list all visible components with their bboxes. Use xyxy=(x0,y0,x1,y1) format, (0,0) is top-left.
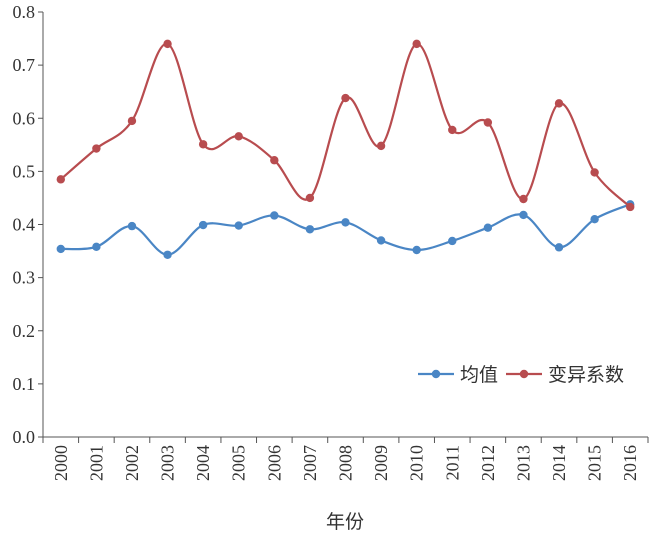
data-point xyxy=(56,175,65,184)
data-point xyxy=(519,210,528,220)
series-line xyxy=(60,203,631,256)
x-tick-label: 2000 xyxy=(51,445,71,481)
data-point xyxy=(163,39,172,49)
y-tick-label: 0.4 xyxy=(13,215,36,235)
data-point xyxy=(92,242,101,252)
data-point xyxy=(448,236,457,246)
x-tick-label: 2009 xyxy=(371,445,391,481)
legend-marker xyxy=(431,369,441,379)
data-point xyxy=(626,202,635,212)
x-tick-label: 2014 xyxy=(549,445,569,481)
x-tick-label: 2008 xyxy=(336,445,356,481)
data-point xyxy=(163,250,172,259)
data-point xyxy=(341,93,350,103)
y-tick-label: 0.1 xyxy=(13,374,36,394)
y-tick-label: 0.3 xyxy=(13,268,36,288)
data-point xyxy=(270,156,279,165)
data-point xyxy=(198,220,208,230)
data-point xyxy=(92,144,101,153)
data-point xyxy=(198,140,208,149)
x-tick-label: 2005 xyxy=(229,445,249,481)
y-tick-label: 0.6 xyxy=(13,108,36,128)
data-point xyxy=(590,214,599,224)
x-tick-label: 2004 xyxy=(193,445,213,481)
data-point xyxy=(341,218,350,227)
y-tick-label: 0.0 xyxy=(13,427,36,447)
y-axis: 0.0 0.1 0.2 0.3 0.4 0.5 0.6 0.7 0.8 xyxy=(13,2,44,447)
y-tick-label: 0.2 xyxy=(13,321,36,341)
x-tick-label: 2011 xyxy=(442,445,462,480)
data-point xyxy=(305,193,315,203)
series-1 xyxy=(56,200,635,259)
x-tick-label: 2007 xyxy=(300,445,320,481)
x-axis: 2000 2001 2002 2003 2004 2005 2006 2007 2008 2009… xyxy=(42,436,649,481)
data-point xyxy=(448,125,457,135)
legend-item-2: 变异系数 xyxy=(506,364,624,386)
data-point xyxy=(554,243,564,252)
x-tick-label: 2003 xyxy=(158,445,178,481)
legend-label: 变异系数 xyxy=(548,364,624,386)
x-tick-label: 2006 xyxy=(264,445,284,481)
x-tick-label: 2001 xyxy=(86,445,106,481)
data-point xyxy=(376,236,386,245)
x-tick-label: 2015 xyxy=(585,445,605,481)
data-point xyxy=(412,245,421,255)
legend-marker xyxy=(519,369,529,379)
y-tick-label: 0.7 xyxy=(13,55,36,75)
data-point xyxy=(376,141,386,151)
data-point xyxy=(270,211,279,220)
series-2 xyxy=(56,39,635,212)
data-point xyxy=(412,39,421,49)
data-point xyxy=(519,194,528,204)
data-point xyxy=(234,132,243,141)
series-line xyxy=(60,42,631,208)
x-axis-title: 年份 xyxy=(326,511,364,533)
x-tick-label: 2002 xyxy=(122,445,142,481)
data-point xyxy=(305,225,315,234)
x-tick-label: 2010 xyxy=(407,445,427,481)
data-point xyxy=(127,116,137,126)
series-layer xyxy=(56,39,635,259)
data-point xyxy=(483,118,493,127)
data-point xyxy=(56,244,65,254)
legend-item-1: 均值 xyxy=(418,364,498,386)
data-point xyxy=(590,168,599,177)
legend-label: 均值 xyxy=(460,364,498,386)
y-tick-label: 0.5 xyxy=(13,161,36,181)
data-point xyxy=(127,221,137,231)
x-tick-label: 2013 xyxy=(513,445,533,481)
data-point xyxy=(483,223,493,232)
y-tick-label: 0.8 xyxy=(13,2,36,22)
x-tick-label: 2016 xyxy=(620,445,640,481)
legend: 均值 变异系数 xyxy=(418,364,624,386)
data-point xyxy=(234,221,243,230)
x-tick-label: 2012 xyxy=(478,445,498,481)
data-point xyxy=(554,99,564,108)
